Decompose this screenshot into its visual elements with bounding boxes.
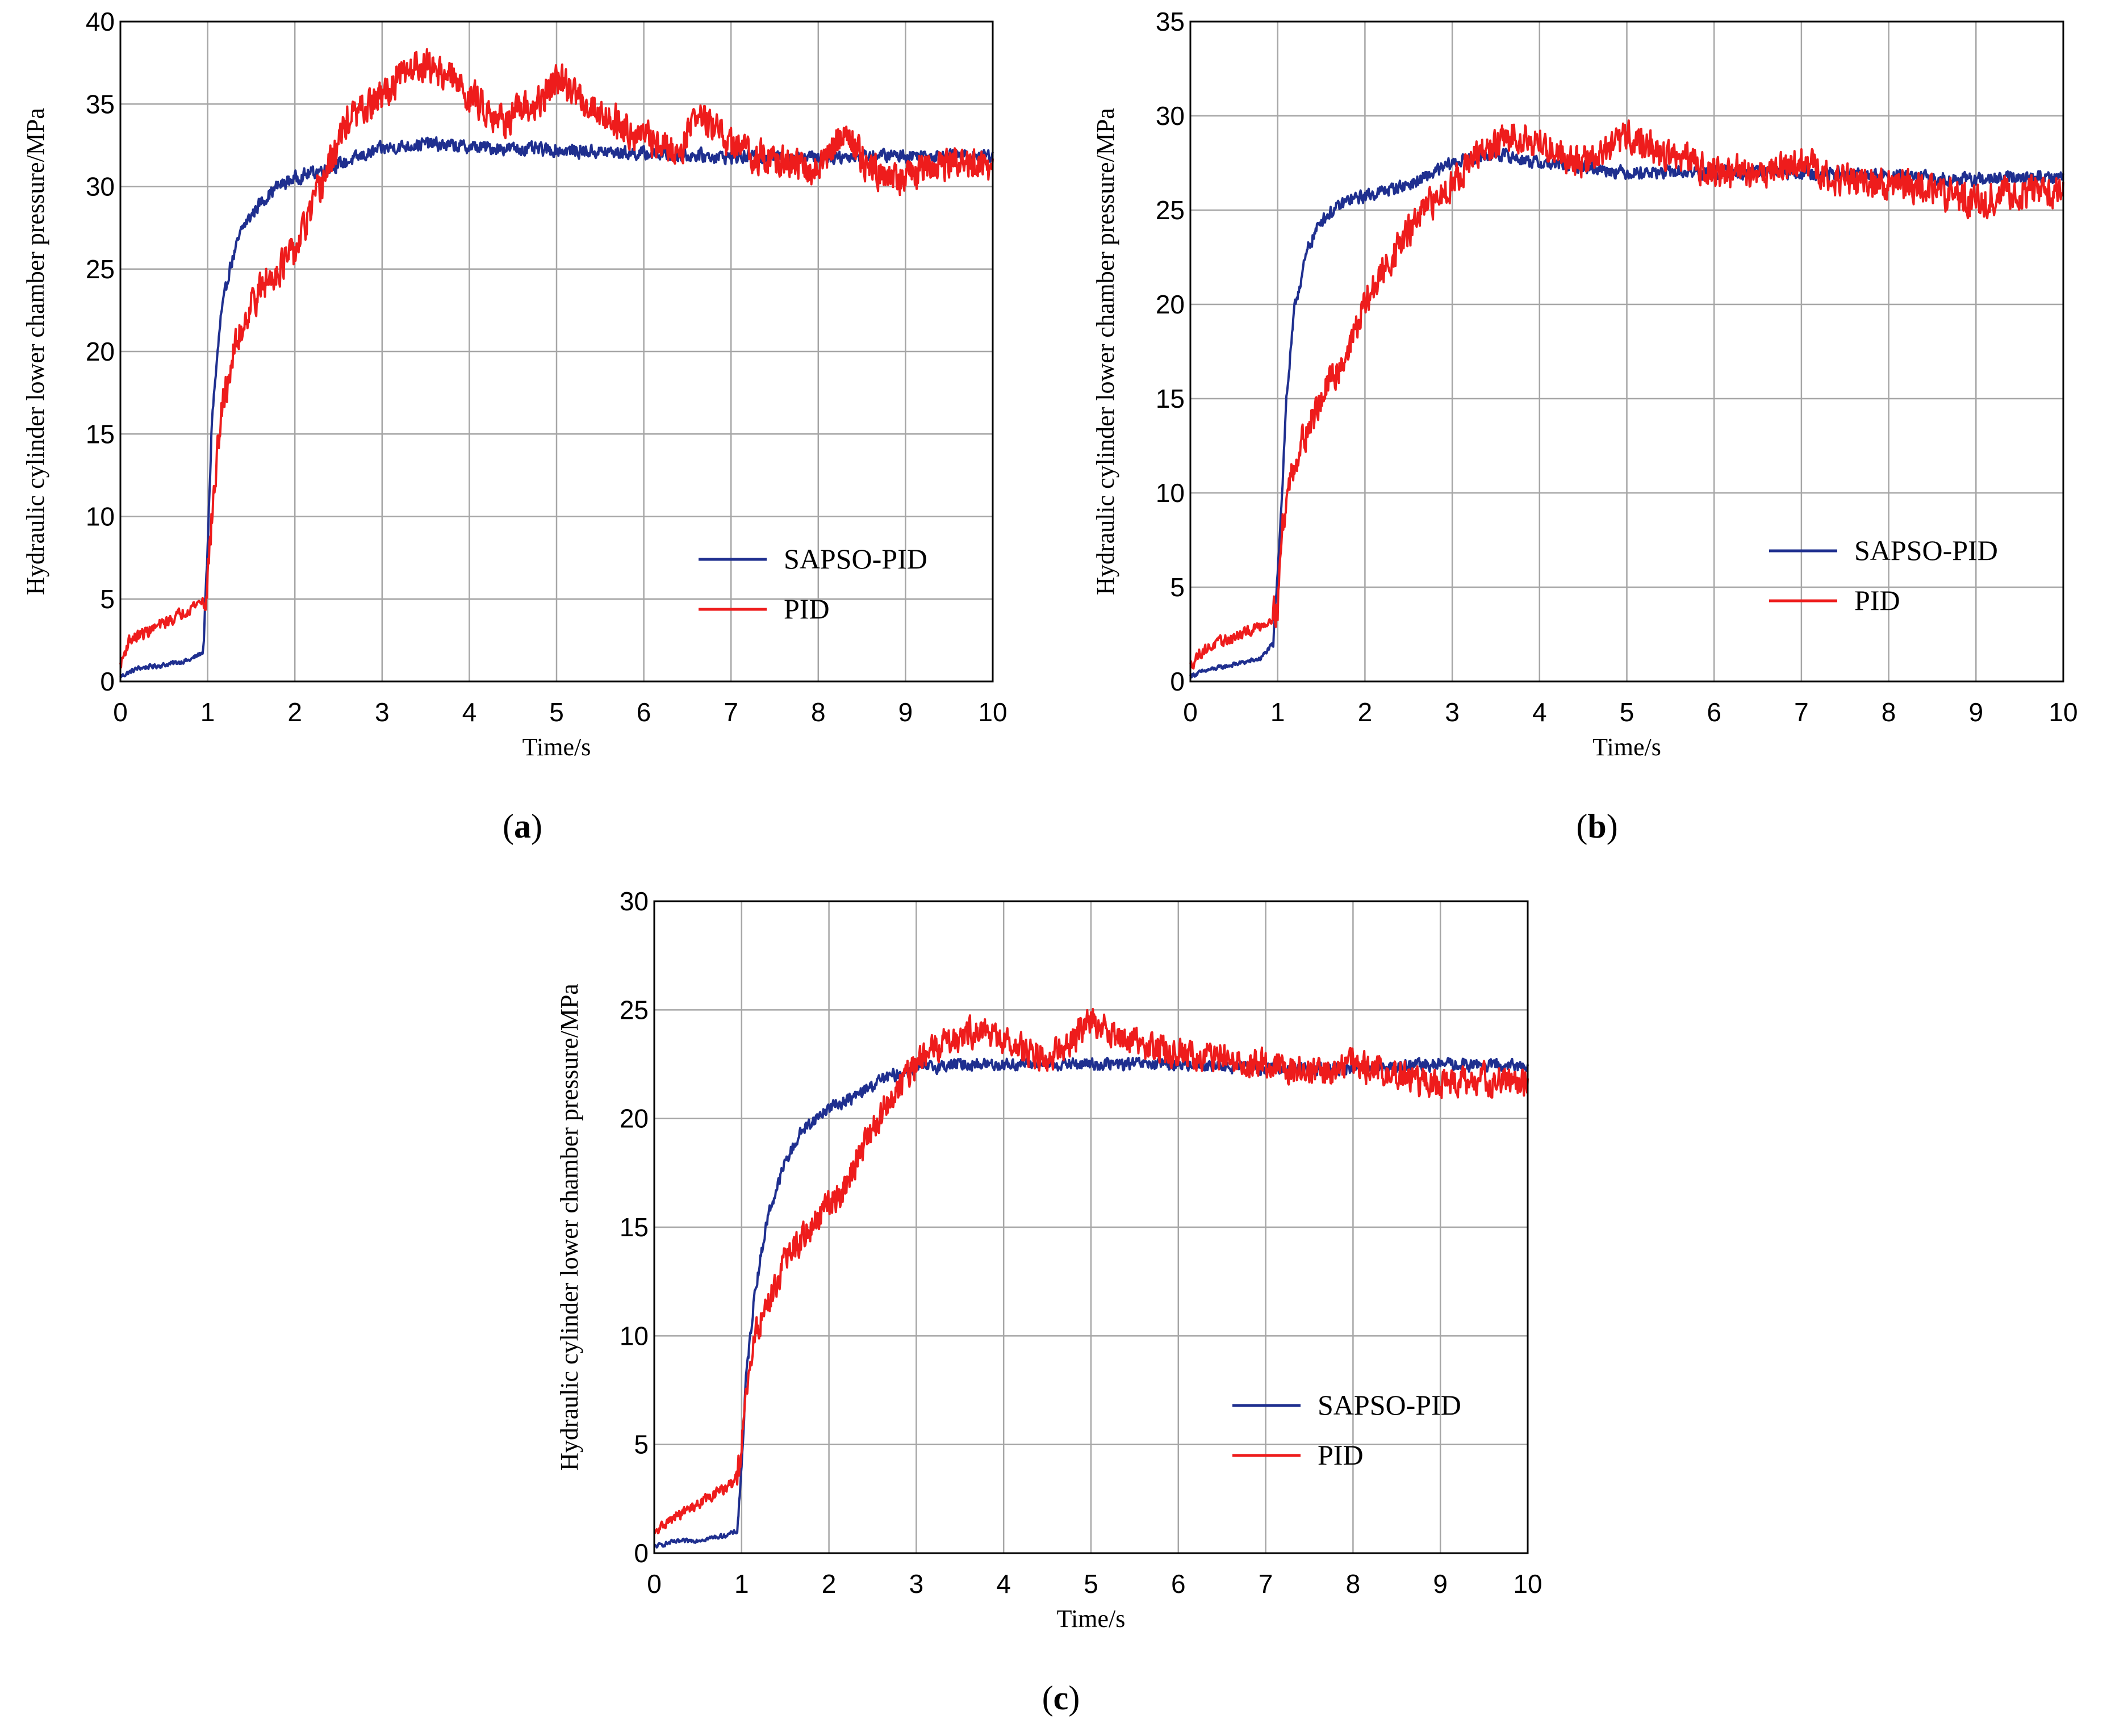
- x-tick-label: 7: [1259, 1569, 1273, 1599]
- x-tick-label: 5: [1620, 697, 1634, 727]
- x-axis-title: Time/s: [1592, 733, 1661, 761]
- y-tick-label: 0: [1170, 667, 1185, 696]
- x-tick-label: 0: [647, 1569, 662, 1599]
- x-tick-label: 10: [1513, 1569, 1542, 1599]
- y-tick-label: 10: [1156, 478, 1185, 508]
- x-tick-label: 8: [1882, 697, 1896, 727]
- y-tick-label: 15: [1156, 384, 1185, 413]
- chart-b: 0 1 2 3 4 5 6 7 8 9 10 0 5 10 15 20 25 30 35 Time/s Hydrauli…: [1092, 7, 2078, 845]
- x-tick-label: 6: [1171, 1569, 1186, 1599]
- x-tick-label: 0: [1183, 697, 1198, 727]
- y-tick-label: 20: [620, 1104, 649, 1133]
- plot-frame: [119, 20, 994, 683]
- y-tick-label: 25: [1156, 195, 1185, 225]
- x-tick-label: 0: [113, 697, 128, 727]
- legend: SAPSO-PID PID: [699, 543, 927, 625]
- series-line-sapso-pid: [119, 136, 994, 679]
- y-tick-label: 0: [100, 667, 115, 696]
- x-tick-label: 10: [978, 697, 1007, 727]
- y-tick-label: 40: [86, 7, 115, 36]
- x-axis-title: Time/s: [522, 733, 591, 761]
- y-tick-label: 15: [620, 1212, 649, 1242]
- legend: SAPSO-PID PID: [1769, 534, 1998, 616]
- y-tick-label: 15: [86, 419, 115, 449]
- legend-label-sapso-pid: SAPSO-PID: [1318, 1389, 1461, 1421]
- x-tick-label: 7: [724, 697, 738, 727]
- legend-label-pid: PID: [1854, 584, 1900, 616]
- x-tick-label: 6: [1707, 697, 1721, 727]
- chart-caption: (b): [1576, 808, 1617, 845]
- y-tick-label: 25: [86, 254, 115, 284]
- x-tick-label: 8: [1346, 1569, 1361, 1599]
- y-tick-label: 35: [86, 89, 115, 119]
- y-tick-label: 25: [620, 995, 649, 1024]
- x-tick-label: 9: [1969, 697, 1984, 727]
- x-tick-label: 8: [811, 697, 826, 727]
- series-line-pid: [654, 1008, 1529, 1534]
- y-tick-label: 0: [634, 1538, 649, 1568]
- y-tick-label: 30: [620, 886, 649, 916]
- legend-label-pid: PID: [784, 593, 830, 625]
- legend-label-sapso-pid: SAPSO-PID: [1854, 534, 1998, 566]
- x-tick-label: 1: [200, 697, 215, 727]
- y-tick-label: 30: [86, 172, 115, 202]
- y-axis-title: Hydraulic cylinder lower chamber pressur…: [1092, 108, 1119, 595]
- x-tick-label: 2: [822, 1569, 837, 1599]
- legend: SAPSO-PID PID: [1232, 1389, 1461, 1471]
- x-tick-label: 2: [287, 697, 302, 727]
- y-tick-label: 5: [634, 1430, 649, 1459]
- y-tick-label: 5: [1170, 572, 1185, 602]
- x-tick-label: 5: [1084, 1569, 1098, 1599]
- x-tick-label: 3: [1445, 697, 1460, 727]
- x-tick-label: 10: [2049, 697, 2077, 727]
- plot-frame: [1189, 20, 2064, 683]
- legend-label-sapso-pid: SAPSO-PID: [784, 543, 927, 575]
- series-line-pid: [1189, 119, 2064, 670]
- x-tick-label: 9: [1433, 1569, 1448, 1599]
- y-tick-label: 10: [86, 502, 115, 532]
- y-tick-label: 10: [620, 1321, 649, 1350]
- x-tick-label: 2: [1358, 697, 1373, 727]
- x-tick-label: 1: [1270, 697, 1285, 727]
- plot-frame: [653, 900, 1529, 1554]
- series-line-pid: [119, 48, 994, 669]
- x-tick-label: 5: [549, 697, 564, 727]
- y-tick-label: 20: [1156, 290, 1185, 319]
- y-tick-label: 5: [100, 584, 115, 614]
- x-tick-label: 6: [637, 697, 651, 727]
- chart-a: 0 1 2 3 4 5 6 7 8 9 10 0 5 10 15 20 25 30 35 40 Time/s Hydrau…: [22, 7, 1007, 845]
- x-tick-label: 3: [909, 1569, 924, 1599]
- chart-c: 0 1 2 3 4 5 6 7 8 9 10 0 5 10 15 20 25 30 Time/s Hydraulic …: [555, 886, 1542, 1717]
- x-tick-label: 4: [1532, 697, 1547, 727]
- x-tick-label: 4: [996, 1569, 1011, 1599]
- x-tick-label: 1: [734, 1569, 749, 1599]
- x-tick-label: 4: [462, 697, 477, 727]
- x-tick-label: 3: [375, 697, 390, 727]
- y-tick-label: 35: [1156, 7, 1185, 36]
- chart-caption: (c): [1042, 1679, 1080, 1717]
- y-tick-label: 20: [86, 337, 115, 366]
- x-tick-label: 7: [1794, 697, 1809, 727]
- x-axis-title: Time/s: [1057, 1605, 1126, 1633]
- y-tick-label: 30: [1156, 101, 1185, 131]
- y-axis-title: Hydraulic cylinder lower chamber pressur…: [555, 984, 583, 1471]
- y-axis-title: Hydraulic cylinder lower chamber pressur…: [22, 108, 49, 595]
- chart-caption: (a): [503, 808, 542, 845]
- x-tick-label: 9: [898, 697, 913, 727]
- legend-label-pid: PID: [1318, 1439, 1364, 1471]
